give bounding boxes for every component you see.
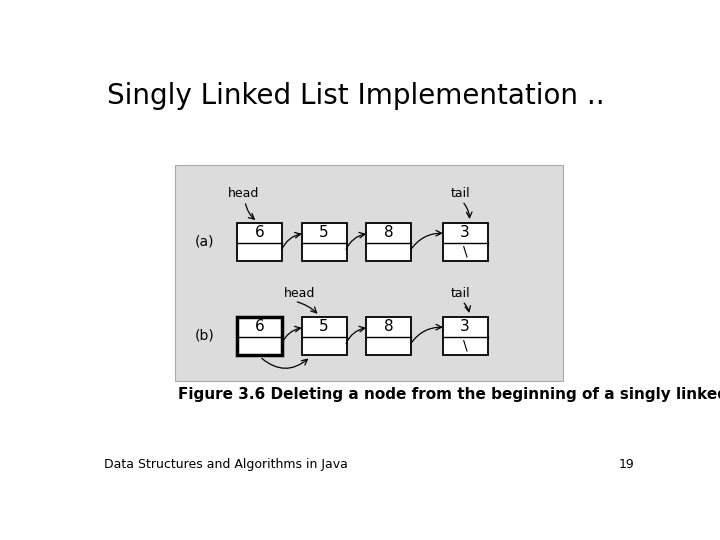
Text: \: \ — [463, 339, 467, 353]
Bar — [175, 165, 563, 381]
Text: (a): (a) — [195, 235, 215, 249]
Bar — [238, 316, 282, 355]
Text: 19: 19 — [618, 457, 634, 470]
Text: (b): (b) — [195, 329, 215, 343]
Text: 6: 6 — [255, 319, 265, 334]
Bar — [443, 316, 487, 355]
Text: Figure 3.6 Deleting a node from the beginning of a singly linked list: Figure 3.6 Deleting a node from the begi… — [178, 387, 720, 402]
Bar — [238, 222, 282, 261]
Text: Singly Linked List Implementation ..: Singly Linked List Implementation .. — [107, 82, 605, 110]
Text: 5: 5 — [319, 225, 329, 240]
Bar — [366, 222, 411, 261]
Text: 8: 8 — [384, 225, 393, 240]
Bar — [302, 222, 346, 261]
Text: head: head — [284, 287, 315, 300]
Text: \: \ — [463, 245, 467, 259]
Text: 3: 3 — [460, 319, 470, 334]
Text: 5: 5 — [319, 319, 329, 334]
Text: 6: 6 — [255, 225, 265, 240]
Text: Data Structures and Algorithms in Java: Data Structures and Algorithms in Java — [104, 457, 348, 470]
Bar — [366, 316, 411, 355]
Text: tail: tail — [451, 186, 470, 200]
Bar — [443, 222, 487, 261]
Bar — [302, 316, 346, 355]
Text: 3: 3 — [460, 225, 470, 240]
Text: tail: tail — [451, 287, 470, 300]
Text: head: head — [228, 186, 259, 200]
Text: 8: 8 — [384, 319, 393, 334]
